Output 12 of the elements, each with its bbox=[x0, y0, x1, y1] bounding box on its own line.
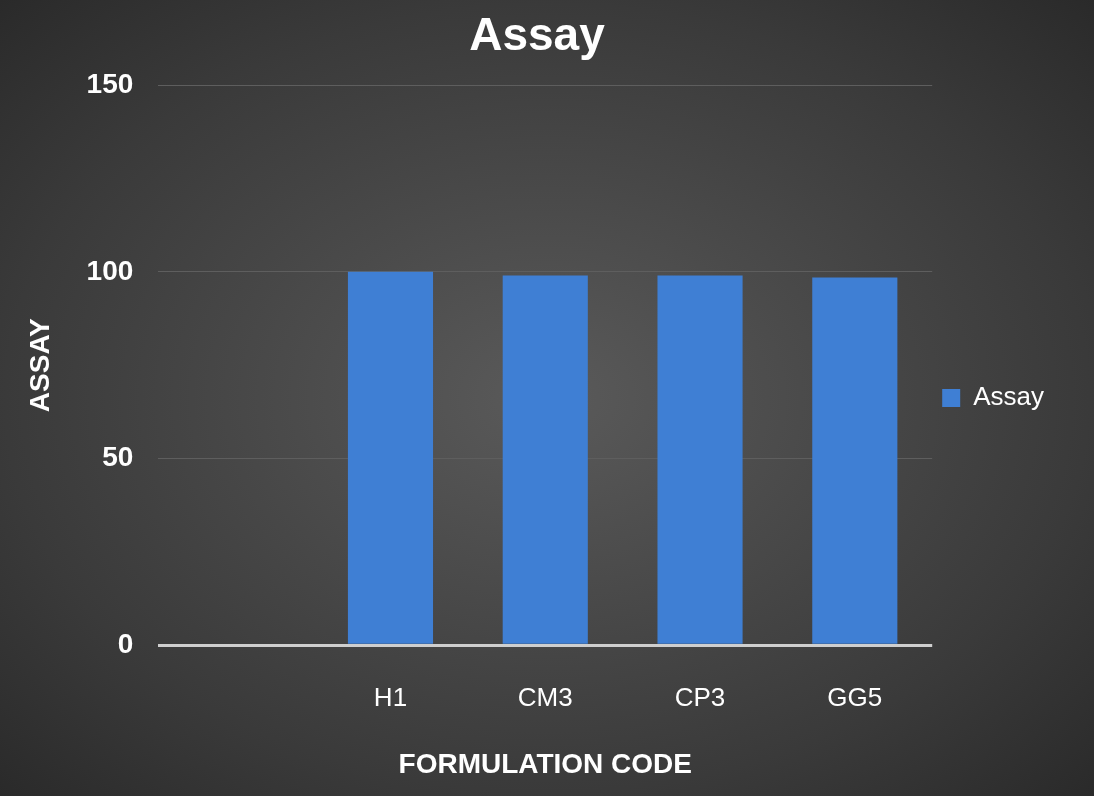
y-tick-label: 150 bbox=[86, 67, 134, 99]
x-axis-title: FORMULATION CODE bbox=[398, 747, 692, 779]
legend-label: Assay bbox=[973, 381, 1045, 412]
x-tick-label: CP3 bbox=[674, 681, 726, 712]
x-tick-label: H1 bbox=[373, 681, 408, 712]
y-axis-title: ASSAY bbox=[23, 317, 55, 413]
chart-title: Assay bbox=[469, 8, 606, 61]
x-tick-label: GG5 bbox=[827, 681, 883, 712]
y-tick-label: 100 bbox=[86, 254, 134, 286]
x-tick-label: CM3 bbox=[517, 681, 573, 712]
y-tick-label: 0 bbox=[117, 627, 134, 659]
y-tick-label: 50 bbox=[102, 441, 134, 473]
